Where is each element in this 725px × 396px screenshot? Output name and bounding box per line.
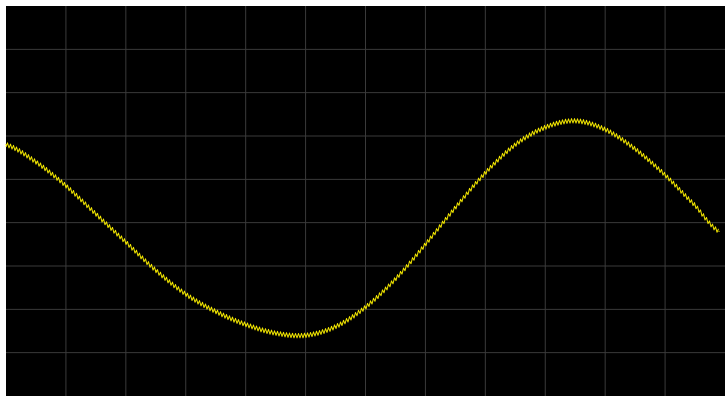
waveform-data-point (304, 334, 307, 336)
waveform-data-point (604, 128, 606, 131)
waveform-data-point (364, 306, 367, 308)
waveform-trace-line (5, 118, 719, 339)
waveform-data-point (5, 144, 7, 146)
waveform-data-point (694, 204, 696, 206)
waveform-data-point (484, 172, 486, 174)
waveform-data-point (155, 269, 157, 271)
waveform-data-point (95, 213, 97, 215)
waveform-data-point (275, 332, 277, 334)
waveform-data-point (574, 120, 576, 122)
waveform-data-point (215, 310, 217, 313)
waveform-data-point (664, 174, 666, 176)
waveform-data-point (65, 185, 67, 187)
waveform-trace-group (5, 118, 720, 339)
waveform-data-point (634, 148, 636, 150)
waveform-data-point (334, 326, 337, 328)
waveform-data-point (394, 278, 397, 280)
waveform-data-point (245, 323, 247, 326)
waveform-data-point (454, 206, 456, 209)
grid-lines (6, 6, 725, 396)
waveform-data-point (185, 293, 187, 295)
waveform-data-point (125, 241, 127, 243)
waveform-data-point (514, 144, 516, 146)
waveform-data-point (35, 161, 37, 163)
waveform-data-point (544, 126, 546, 128)
waveform-data-point (424, 243, 427, 245)
waveform-data-point (718, 230, 720, 232)
